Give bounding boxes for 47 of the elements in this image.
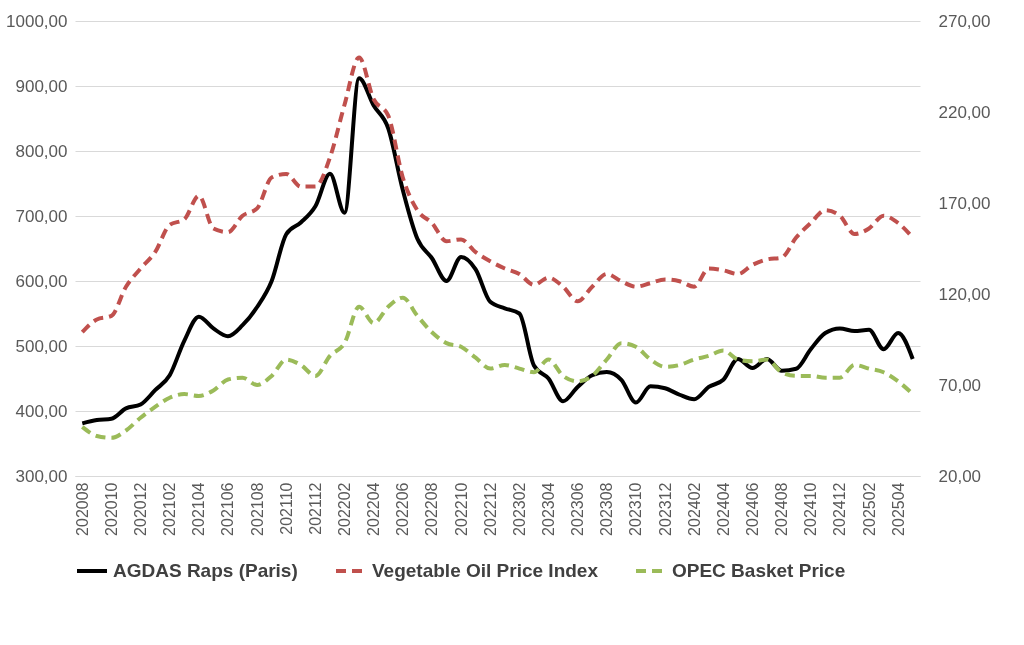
x-tick-label: 202408 [773, 482, 791, 536]
y2-tick-label: 120,00 [938, 284, 991, 304]
x-tick-label: 202008 [73, 482, 91, 536]
x-tick-label: 202110 [277, 482, 295, 535]
x-tick-label: 202104 [190, 482, 208, 536]
x-tick-label: 202406 [743, 482, 761, 536]
y-tick-label: 400,00 [15, 401, 68, 421]
x-tick-label: 202410 [802, 482, 820, 536]
x-tick-label: 202306 [569, 482, 587, 536]
x-tick-label: 202202 [336, 482, 354, 536]
x-tick-label: 202108 [248, 482, 266, 536]
x-tick-label: 202212 [481, 482, 499, 536]
x-tick-label: 202206 [394, 482, 412, 536]
legend-label: AGDAS Raps (Paris) [113, 560, 298, 581]
x-tick-label: 202312 [656, 482, 674, 536]
x-tick-label: 202302 [510, 482, 528, 536]
x-tick-label: 202102 [161, 482, 179, 536]
x-tick-label: 202010 [102, 482, 120, 536]
y-tick-label: 700,00 [15, 206, 68, 226]
x-tick-label: 202504 [889, 482, 907, 536]
y-tick-label: 300,00 [15, 466, 68, 486]
x-tick-label: 202310 [627, 482, 645, 536]
y2-tick-label: 20,00 [938, 466, 982, 486]
y2-tick-label: 270,00 [938, 11, 991, 31]
legend-label: Vegetable Oil Price Index [372, 560, 599, 581]
x-tick-label: 202012 [132, 482, 150, 536]
x-tick-label: 202106 [219, 482, 237, 536]
y-tick-label: 1000,00 [6, 11, 68, 31]
y2-tick-label: 220,00 [938, 102, 991, 122]
line-series [80, 76, 915, 426]
x-tick-label: 202304 [539, 482, 557, 536]
x-tick-label: 202404 [714, 482, 732, 536]
x-tick-label: 202204 [365, 482, 383, 536]
y-tick-label: 600,00 [15, 271, 68, 291]
x-tick-label: 202502 [860, 482, 878, 536]
x-tick-label: 202308 [598, 482, 616, 536]
y-tick-label: 900,00 [15, 76, 68, 96]
x-tick-label: 202208 [423, 482, 441, 536]
y2-tick-label: 170,00 [938, 193, 991, 213]
x-tick-label: 202112 [306, 482, 324, 535]
x-tick-label: 202402 [685, 482, 703, 536]
x-tick-label: 202412 [831, 482, 849, 536]
y2-tick-label: 70,00 [938, 375, 982, 395]
y-tick-label: 500,00 [15, 336, 68, 356]
legend-label: OPEC Basket Price [672, 560, 846, 581]
x-tick-label: 202210 [452, 482, 470, 536]
y-tick-label: 800,00 [15, 141, 68, 161]
